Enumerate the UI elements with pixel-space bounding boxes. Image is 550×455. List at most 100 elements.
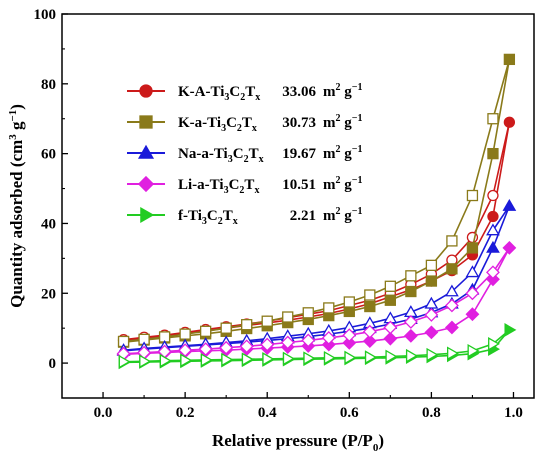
y-tick-label: 20 bbox=[41, 286, 56, 302]
desorption-point bbox=[486, 265, 500, 280]
adsorption-point bbox=[502, 240, 517, 255]
adsorption-point bbox=[384, 294, 396, 306]
adsorption-point bbox=[504, 323, 517, 337]
x-axis: 0.0 0.2 0.4 0.6 0.8 1.0 bbox=[94, 392, 523, 421]
x-axis-title: Relative pressure (P/P0) bbox=[212, 431, 384, 454]
y-tick-label: 100 bbox=[34, 7, 57, 23]
adsorption-point bbox=[364, 300, 376, 313]
adsorption-point bbox=[425, 275, 438, 287]
desorption-point bbox=[424, 296, 439, 309]
legend-surface-area: 19.67 bbox=[282, 146, 316, 162]
desorption-point bbox=[467, 343, 480, 358]
adsorption-point bbox=[486, 272, 500, 287]
x-tick-label: 0.6 bbox=[340, 405, 359, 421]
desorption-point bbox=[465, 286, 480, 301]
desorption-point bbox=[321, 331, 336, 345]
desorption-point bbox=[364, 289, 376, 301]
adsorption-point bbox=[424, 325, 439, 340]
adsorption-point bbox=[403, 328, 418, 343]
desorption-point bbox=[466, 189, 479, 202]
desorption-point bbox=[426, 347, 439, 362]
desorption-point bbox=[343, 296, 355, 308]
legend-item: Li-a-Ti3C2Tx 10.51 m2 g−1 bbox=[127, 175, 362, 196]
desorption-point bbox=[239, 339, 254, 354]
legend-area-unit: m2 g−1 bbox=[323, 206, 362, 224]
legend-marker bbox=[137, 175, 155, 193]
legend-area-unit: m2 g−1 bbox=[323, 113, 362, 131]
desorption-point bbox=[364, 350, 377, 365]
legend: K-A-Ti3C2Tx 33.06 m2 g−1 K-a-Ti3C2Tx 30.73 m2… bbox=[127, 82, 362, 227]
legend-surface-area: 10.51 bbox=[282, 177, 316, 193]
x-tick-label: 1.0 bbox=[504, 405, 523, 421]
desorption-point bbox=[261, 315, 273, 327]
desorption-point bbox=[444, 298, 459, 313]
desorption-point bbox=[303, 351, 316, 366]
adsorption-point bbox=[342, 335, 357, 350]
desorption-point bbox=[260, 337, 275, 352]
desorption-point bbox=[383, 320, 398, 335]
y-axis: 0 20 40 60 80 100 bbox=[34, 7, 68, 372]
adsorption-point bbox=[503, 53, 516, 66]
desorption-point bbox=[301, 333, 316, 348]
legend-item: K-a-Ti3C2Tx 30.73 m2 g−1 bbox=[127, 113, 362, 134]
desorption-point bbox=[486, 223, 500, 236]
desorption-point bbox=[200, 325, 212, 337]
plot-frame bbox=[61, 13, 535, 399]
desorption-point bbox=[280, 335, 295, 350]
y-tick-label: 40 bbox=[41, 216, 56, 232]
adsorption-point bbox=[383, 331, 398, 346]
legend-label: Li-a-Ti3C2Tx bbox=[178, 177, 259, 196]
legend-item: Na-a-Ti3C2Tx 19.67 m2 g−1 bbox=[127, 144, 362, 165]
series-3 bbox=[116, 240, 517, 362]
x-tick-label: 0.8 bbox=[422, 405, 441, 421]
desorption-point bbox=[323, 350, 336, 365]
adsorption-point bbox=[502, 198, 517, 211]
legend-marker bbox=[140, 206, 155, 224]
desorption-point bbox=[384, 280, 396, 292]
legend-label: f-Ti3C2Tx bbox=[178, 208, 238, 227]
plot-marks bbox=[116, 53, 517, 370]
desorption-point bbox=[179, 328, 191, 340]
adsorption-point bbox=[362, 334, 377, 349]
adsorption-point bbox=[444, 320, 459, 335]
desorption-point bbox=[220, 322, 232, 334]
adsorption-point bbox=[446, 263, 458, 275]
legend-area-unit: m2 g−1 bbox=[323, 175, 362, 193]
desorption-point bbox=[198, 342, 213, 357]
desorption-point bbox=[425, 259, 438, 271]
x-tick-label: 0.2 bbox=[176, 405, 195, 421]
adsorption-point bbox=[405, 285, 417, 298]
legend-marker bbox=[139, 84, 153, 98]
desorption-point bbox=[342, 328, 357, 343]
desorption-point bbox=[488, 337, 501, 351]
adsorption-point bbox=[466, 242, 479, 254]
legend-item: K-A-Ti3C2Tx 33.06 m2 g−1 bbox=[127, 82, 362, 103]
desorption-point bbox=[282, 351, 295, 366]
legend-marker bbox=[137, 144, 155, 159]
x-tick-label: 0.4 bbox=[258, 405, 277, 421]
desorption-point bbox=[487, 189, 499, 202]
series-1 bbox=[117, 53, 516, 348]
legend-marker bbox=[139, 115, 153, 129]
legend-area-unit: m2 g−1 bbox=[323, 82, 362, 100]
desorption-point bbox=[200, 353, 213, 367]
legend-surface-area: 30.73 bbox=[282, 115, 316, 131]
adsorption-point bbox=[343, 305, 355, 318]
legend-item: f-Ti3C2Tx 2.21 m2 g−1 bbox=[127, 206, 362, 227]
desorption-point bbox=[362, 324, 377, 339]
desorption-point bbox=[282, 311, 294, 323]
y-tick-label: 60 bbox=[41, 147, 56, 163]
legend-label: K-A-Ti3C2Tx bbox=[178, 84, 260, 103]
desorption-point bbox=[323, 302, 335, 314]
legend-label: Na-a-Ti3C2Tx bbox=[178, 146, 264, 165]
desorption-point bbox=[385, 349, 398, 364]
desorption-point bbox=[465, 265, 480, 278]
adsorption-point bbox=[486, 240, 500, 253]
x-tick-label: 0.0 bbox=[94, 405, 113, 421]
desorption-point bbox=[180, 353, 193, 368]
legend-surface-area: 33.06 bbox=[282, 84, 316, 100]
y-axis-title: Quantity adsorbed (cm3 g−1) bbox=[7, 104, 26, 308]
desorption-point bbox=[405, 348, 418, 363]
desorption-point bbox=[405, 270, 417, 282]
desorption-point bbox=[178, 343, 193, 358]
